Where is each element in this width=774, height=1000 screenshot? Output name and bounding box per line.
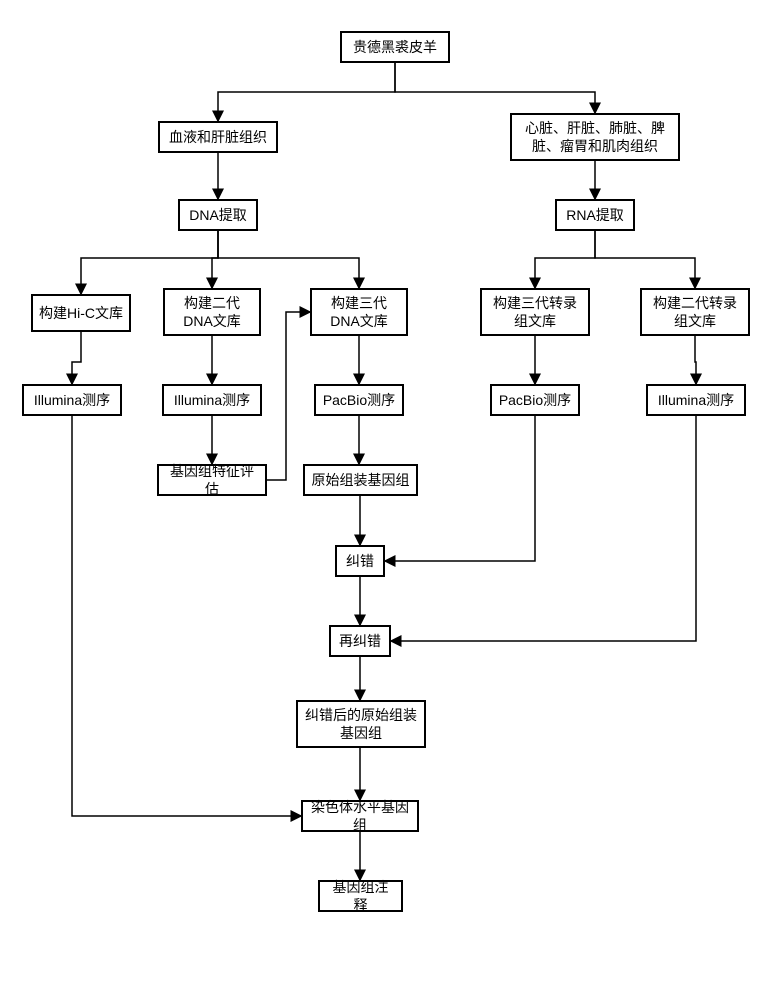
edge-eval-tgs_dna xyxy=(267,312,310,480)
edge-dna-hic xyxy=(81,231,218,294)
edge-ngs_rna-illumina3 xyxy=(695,336,696,384)
edge-dna-ngs_dna xyxy=(212,231,218,288)
node-ngs_rna: 构建二代转录组文库 xyxy=(640,288,750,336)
node-corrected: 纠错后的原始组装基因组 xyxy=(296,700,426,748)
node-tgs_rna: 构建三代转录组文库 xyxy=(480,288,590,336)
node-annot: 基因组注释 xyxy=(318,880,403,912)
node-illumina3: Illumina测序 xyxy=(646,384,746,416)
node-hic: 构建Hi-C文库 xyxy=(31,294,131,332)
node-eval: 基因组特征评估 xyxy=(157,464,267,496)
node-tgs_dna: 构建三代DNA文库 xyxy=(310,288,408,336)
node-illumina2: Illumina测序 xyxy=(162,384,262,416)
edge-rna-tgs_rna xyxy=(535,231,595,288)
node-corr1: 纠错 xyxy=(335,545,385,577)
node-corr2: 再纠错 xyxy=(329,625,391,657)
edge-rna-ngs_rna xyxy=(595,231,695,288)
node-dna: DNA提取 xyxy=(178,199,258,231)
edge-illumina3-corr2 xyxy=(391,416,696,641)
node-blood_liver: 血液和肝脏组织 xyxy=(158,121,278,153)
edge-dna-tgs_dna xyxy=(218,231,359,288)
edge-root-organs xyxy=(395,63,595,113)
node-organs: 心脏、肝脏、肺脏、脾脏、瘤胃和肌肉组织 xyxy=(510,113,680,161)
node-pacbio2: PacBio测序 xyxy=(490,384,580,416)
node-rna: RNA提取 xyxy=(555,199,635,231)
edge-hic-illumina1 xyxy=(72,332,81,384)
node-chrom: 染色体水平基因组 xyxy=(301,800,419,832)
node-assembly: 原始组装基因组 xyxy=(303,464,418,496)
node-illumina1: Illumina测序 xyxy=(22,384,122,416)
node-root: 贵德黑裘皮羊 xyxy=(340,31,450,63)
edge-root-blood_liver xyxy=(218,63,395,121)
node-ngs_dna: 构建二代DNA文库 xyxy=(163,288,261,336)
node-pacbio1: PacBio测序 xyxy=(314,384,404,416)
flowchart-canvas: 贵德黑裘皮羊血液和肝脏组织 心脏、肝脏、肺脏、脾脏、瘤胃和肌肉组织 DNA提取 RNA… xyxy=(0,0,774,1000)
